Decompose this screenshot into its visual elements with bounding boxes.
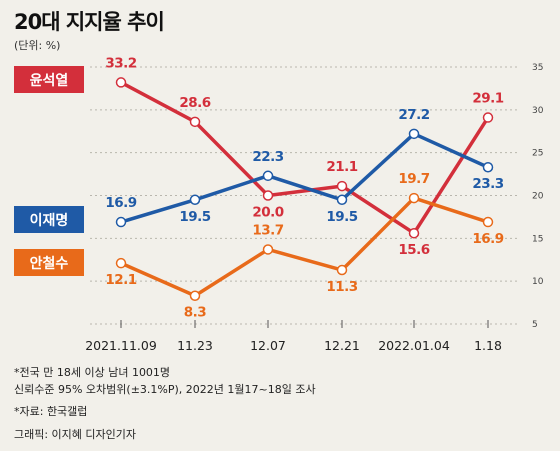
series-line-2 (120, 132, 489, 224)
data-point (262, 170, 274, 182)
footnote-source: *자료: 한국갤럽 (14, 405, 88, 418)
data-label: 27.2 (398, 107, 429, 123)
unit-label: (단위: %) (14, 39, 61, 52)
series-line-3 (120, 196, 489, 298)
series-points (115, 77, 494, 301)
data-label: 23.3 (472, 176, 503, 192)
data-label: 12.1 (105, 272, 136, 288)
y-tick-label: 20 (532, 192, 544, 202)
footnote-survey: *전국 만 18세 이상 남녀 1001명 (14, 366, 171, 379)
data-label: 16.9 (472, 231, 503, 247)
data-point (189, 194, 201, 206)
legend-swatch (14, 249, 84, 276)
footnote-credit: 그래픽: 이지혜 디자인기자 (14, 428, 137, 441)
y-tick-label: 10 (532, 277, 544, 287)
legend-label: 윤석열 (30, 72, 69, 89)
data-label: 15.6 (398, 242, 429, 258)
legend-label: 안철수 (30, 255, 69, 272)
data-point (336, 264, 348, 276)
data-point (336, 194, 348, 206)
data-label: 20.0 (252, 205, 283, 221)
data-label: 11.3 (326, 279, 357, 295)
data-point (482, 112, 494, 123)
x-tick-label: 2022.01.04 (378, 338, 450, 353)
x-tick-label: 12.07 (250, 338, 286, 353)
data-point (336, 180, 348, 192)
data-point (189, 290, 201, 301)
data-point (408, 192, 420, 204)
y-tick-label: 25 (532, 149, 543, 159)
legend-swatch (14, 66, 84, 93)
footnote-margin: 신뢰수준 95% 오차범위(±3.1%P), 2022년 1월17~18일 조사 (14, 383, 316, 396)
data-point (189, 116, 201, 128)
data-point (115, 257, 127, 269)
data-point (482, 216, 494, 228)
legend-label: 이재명 (30, 212, 69, 229)
data-labels: 33.2 28.6 20.0 21.1 15.6 29.1 16.9 19.5 22.3 19.5… (105, 55, 504, 321)
data-label: 13.7 (252, 222, 283, 238)
x-axis-ticks: 2021.11.09 11.23 12.07 12.21 2022.01.04 1.18 (85, 320, 502, 353)
data-label: 19.7 (398, 171, 429, 187)
x-tick-label: 2021.11.09 (85, 338, 157, 353)
data-label: 29.1 (472, 91, 503, 107)
data-point (262, 190, 274, 201)
x-tick-label: 1.18 (474, 338, 502, 353)
series-lines (120, 80, 490, 298)
x-tick-label: 11.23 (177, 338, 213, 353)
y-axis-ticks: 5 10 15 20 25 30 35 (532, 63, 544, 330)
data-label: 33.2 (105, 55, 136, 71)
data-label: 8.3 (184, 305, 207, 321)
legend-swatch (14, 206, 84, 233)
data-point (408, 128, 420, 140)
data-label: 28.6 (179, 95, 210, 111)
data-point (482, 161, 494, 173)
series-line-1 (120, 80, 490, 235)
y-tick-label: 35 (532, 63, 543, 73)
data-point (115, 77, 127, 88)
y-tick-label: 5 (532, 320, 538, 330)
data-label: 19.5 (326, 209, 357, 225)
grid-layer (90, 66, 520, 325)
page-title: 20대 지지율 추이 (14, 10, 165, 34)
y-tick-label: 15 (532, 234, 543, 244)
data-point (262, 244, 274, 255)
data-point (115, 216, 127, 228)
data-label: 16.9 (105, 195, 136, 211)
data-label: 21.1 (326, 159, 357, 175)
data-label: 19.5 (179, 209, 210, 225)
x-tick-label: 12.21 (324, 338, 360, 353)
data-point (408, 227, 420, 239)
y-tick-label: 30 (532, 106, 544, 116)
data-label: 22.3 (252, 149, 283, 165)
